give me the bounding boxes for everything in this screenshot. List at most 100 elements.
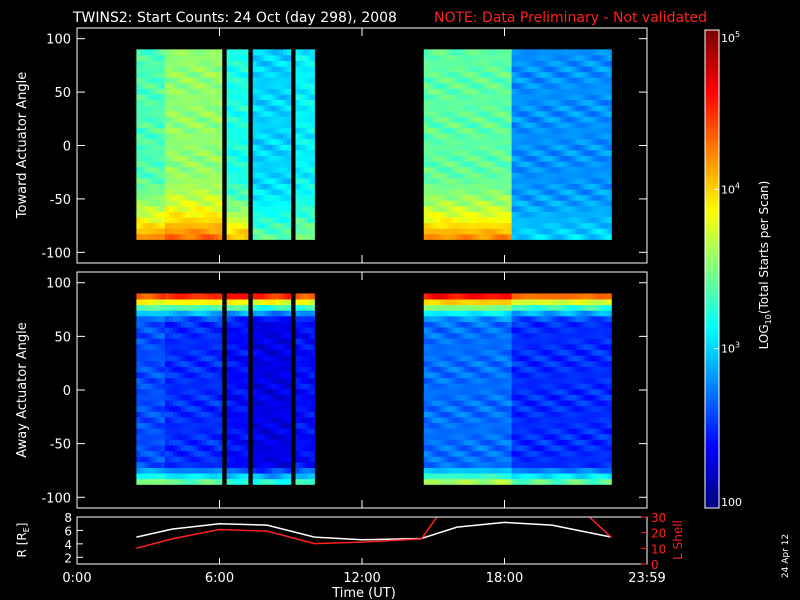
heatmap-cell [591, 71, 596, 78]
heatmap-cell [503, 161, 509, 168]
heatmap-cell [144, 372, 149, 379]
heatmap-cell [264, 66, 269, 73]
heatmap-cell [431, 82, 437, 89]
heatmap-cell [252, 183, 257, 190]
heatmap-cell [583, 122, 588, 129]
heatmap-cell [555, 222, 560, 229]
heatmap-cell [427, 439, 433, 446]
heatmap-cell [455, 332, 461, 339]
heatmap-cell [217, 110, 223, 117]
heatmap-cell [435, 321, 441, 328]
heatmap-cell [243, 94, 249, 101]
heatmap-cell [156, 94, 162, 101]
heatmap-cell [435, 473, 441, 480]
heatmap-cell [252, 161, 257, 168]
heatmap-cell [591, 189, 596, 196]
heatmap-cell [575, 217, 580, 224]
heatmap-cell [455, 299, 461, 306]
heatmap-cell [140, 344, 145, 351]
heatmap-cell [527, 155, 532, 162]
heatmap-cell [463, 473, 469, 480]
heatmap-cell [260, 116, 265, 123]
heatmap-cell [260, 189, 265, 196]
heatmap-cell [264, 110, 269, 117]
heatmap-cell [152, 82, 158, 89]
heatmap-cell [563, 183, 568, 190]
heatmap-cell [209, 228, 215, 235]
heatmap-cell [213, 439, 219, 446]
heatmap-cell [519, 54, 524, 61]
heatmap-cell [491, 60, 497, 67]
heatmap-cell [459, 445, 465, 452]
heatmap-cell [230, 138, 236, 145]
heatmap-cell [579, 49, 584, 56]
heatmap-cell [527, 110, 532, 117]
heatmap-cell [256, 327, 261, 334]
heatmap-cell [283, 177, 288, 184]
heatmap-cell [197, 394, 202, 401]
heatmap-cell [471, 183, 477, 190]
heatmap-cell [136, 299, 141, 306]
heatmap-cell [531, 205, 536, 212]
heatmap-cell [587, 205, 592, 212]
heatmap-cell [173, 161, 178, 168]
heatmap-cell [189, 310, 194, 317]
heatmap-cell [226, 366, 232, 373]
heatmap-cell [583, 155, 588, 162]
heatmap-cell [136, 355, 141, 362]
heatmap-cell [607, 54, 612, 61]
heatmap-cell [515, 228, 521, 235]
heatmap-cell [439, 355, 445, 362]
heatmap-cell [467, 82, 473, 89]
heatmap-cell [423, 428, 429, 435]
heatmap-cell [599, 66, 604, 73]
heatmap-cell [201, 344, 206, 351]
heatmap-cell [479, 66, 485, 73]
heatmap-cell [279, 321, 284, 328]
heatmap-cell [435, 372, 441, 379]
heatmap-cell [177, 222, 182, 229]
heatmap-cell [256, 155, 261, 162]
heatmap-cell [599, 217, 604, 224]
heatmap-cell [487, 377, 493, 384]
heatmap-cell [185, 405, 190, 412]
heatmap-cell [310, 82, 315, 89]
heatmap-cell [435, 433, 441, 440]
heatmap-cell [173, 383, 178, 390]
heatmap-cell [295, 172, 300, 179]
heatmap-cell [455, 88, 461, 95]
heatmap-cell [152, 467, 158, 474]
heatmap-cell [283, 467, 288, 474]
heatmap-cell [168, 304, 174, 311]
heatmap-cell [479, 304, 485, 311]
heatmap-cell [217, 450, 223, 457]
heatmap-cell [483, 417, 489, 424]
heatmap-cell [209, 433, 215, 440]
heatmap-cell [547, 133, 552, 140]
heatmap-cell [431, 439, 437, 446]
heatmap-cell [463, 366, 469, 373]
heatmap-cell [243, 383, 249, 390]
heatmap-cell [136, 360, 141, 367]
heatmap-cell [239, 77, 245, 84]
heatmap-cell [271, 372, 276, 379]
heatmap-cell [156, 383, 162, 390]
heatmap-cell [148, 439, 154, 446]
heatmap-cell [168, 144, 174, 151]
heatmap-cell [451, 217, 457, 224]
heatmap-cell [189, 422, 194, 429]
heatmap-cell [603, 222, 608, 229]
heatmap-cell [427, 82, 433, 89]
heatmap-cell [160, 355, 166, 362]
heatmap-cell [230, 205, 236, 212]
heatmap-cell [499, 189, 505, 196]
heatmap-cell [483, 467, 489, 474]
heatmap-cell [271, 233, 276, 240]
heatmap-cell [439, 105, 445, 112]
heatmap-cell [185, 217, 190, 224]
heatmap-cell [275, 327, 280, 334]
heatmap-cell [243, 127, 249, 134]
heatmap-cell [435, 82, 441, 89]
heatmap-cell [479, 122, 485, 129]
heatmap-cell [279, 133, 284, 140]
